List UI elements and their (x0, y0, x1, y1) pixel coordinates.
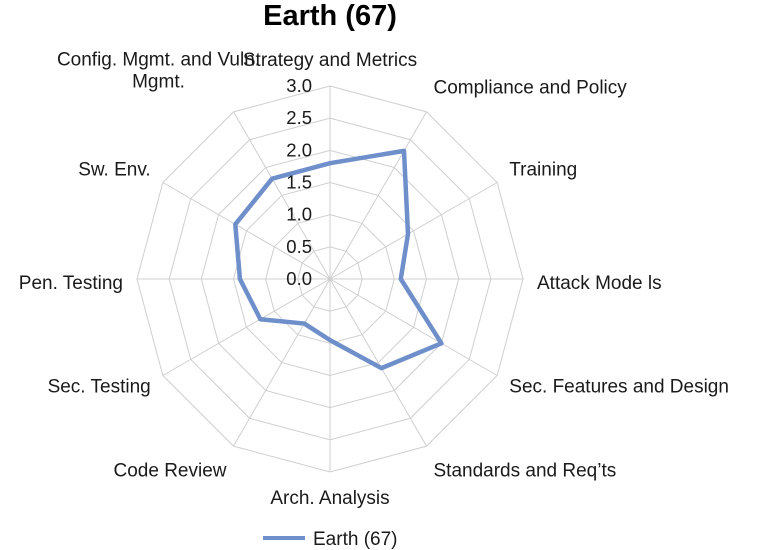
tick-label: 0.0 (286, 268, 312, 289)
category-label: Config. Mgmt. and Vuln. Mgmt. (57, 50, 260, 93)
tick-label: 3.0 (286, 75, 312, 96)
grid-spoke (329, 278, 498, 376)
category-label: Compliance and Policy (434, 78, 628, 99)
category-label: Pen. Testing (19, 273, 123, 294)
chart-title: Earth (67) (263, 0, 397, 32)
grid-spoke (162, 278, 331, 376)
grid-spoke (233, 278, 331, 447)
radar-grid (136, 85, 524, 473)
category-label: Code Review (114, 460, 227, 481)
category-label: Attack Mode ls (537, 273, 662, 294)
category-label: Strategy and Metrics (243, 50, 417, 71)
series-layer (233, 148, 444, 371)
category-label: Standards and Req’ts (434, 460, 617, 481)
category-label: Sec. Testing (48, 377, 151, 398)
legend: Earth (67) (263, 529, 397, 550)
tick-label: 0.5 (286, 236, 312, 257)
category-labels: Strategy and Metrics Compliance and Polic… (19, 50, 729, 509)
tick-label: 1.0 (286, 204, 312, 225)
radial-tick-labels: 0.0 0.5 1.0 1.5 2.0 2.5 3.0 (286, 75, 312, 289)
category-label: Training (509, 160, 577, 181)
grid-spoke (329, 278, 427, 447)
grid-spoke (233, 111, 331, 280)
grid-spoke (162, 182, 331, 280)
category-label-line: Config. Mgmt. and Vuln. (57, 50, 260, 71)
category-label: Sw. Env. (78, 160, 151, 181)
tick-label: 1.5 (286, 172, 312, 193)
grid-spoke (329, 182, 498, 280)
category-label-line: Mgmt. (132, 72, 185, 93)
grid-spoke (329, 111, 427, 280)
category-label: Arch. Analysis (270, 488, 389, 509)
tick-label: 2.5 (286, 107, 312, 128)
tick-label: 2.0 (286, 139, 312, 160)
legend-label: Earth (67) (313, 529, 397, 550)
category-label: Sec. Features and Design (509, 377, 729, 398)
